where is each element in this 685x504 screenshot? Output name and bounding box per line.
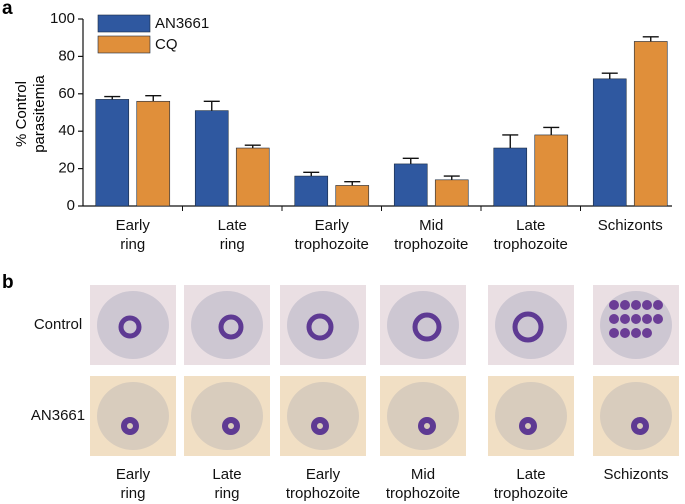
parasite [519, 417, 537, 435]
y-tick-label: 60 [58, 85, 75, 102]
error-bar [601, 72, 618, 79]
parasite [418, 417, 436, 435]
error-bar [203, 100, 220, 111]
error-bar [642, 36, 659, 42]
legend-swatch [97, 35, 151, 54]
bar [136, 100, 171, 207]
cell [97, 382, 169, 450]
cell [495, 291, 567, 359]
row-label: AN3661 [31, 407, 85, 424]
cell [387, 291, 459, 359]
legend-swatch [97, 14, 151, 33]
bar [235, 147, 270, 207]
column-label: Early trophozoite [285, 466, 361, 502]
bar [335, 185, 370, 207]
column-label: Schizonts [603, 466, 669, 483]
x-tick-label: Late trophozoite [493, 217, 568, 253]
cell [495, 382, 567, 450]
bar [294, 175, 329, 207]
y-tick-label: 100 [50, 10, 75, 27]
parasite [642, 300, 652, 310]
cell [97, 291, 169, 359]
y-tick-label: 0 [67, 197, 75, 214]
legend-label: AN3661 [155, 15, 209, 32]
x-tick-label: Mid trophozoite [394, 217, 469, 253]
cell [287, 291, 359, 359]
bar [434, 179, 469, 207]
parasite [306, 313, 334, 341]
cell [191, 291, 263, 359]
bar [592, 78, 627, 207]
panel-label: a [2, 0, 13, 19]
y-axis-label: % Control parasitemia [13, 75, 48, 153]
parasite [222, 417, 240, 435]
parasite [642, 314, 652, 324]
y-tick-label: 40 [58, 122, 75, 139]
y-tick-label: 80 [58, 47, 75, 64]
parasite [631, 300, 641, 310]
y-tick-label: 20 [58, 160, 75, 177]
cell [387, 382, 459, 450]
error-bar [344, 180, 361, 186]
x-tick-label: Schizonts [597, 217, 663, 234]
bar [194, 110, 229, 207]
parasite [609, 314, 619, 324]
column-label: Late trophozoite [493, 466, 569, 502]
x-tick-label: Late ring [217, 217, 247, 253]
cell [287, 382, 359, 450]
bar [534, 134, 569, 207]
parasite [653, 300, 663, 310]
bar [95, 99, 130, 207]
column-label: Mid trophozoite [385, 466, 461, 502]
parasite [118, 315, 142, 339]
parasite [609, 300, 619, 310]
error-bar [145, 94, 162, 102]
bar [633, 41, 668, 207]
error-bar [244, 144, 261, 149]
row-label: Control [34, 316, 82, 333]
parasite [218, 314, 244, 340]
error-bar [443, 175, 460, 180]
parasite [620, 300, 630, 310]
parasite [631, 417, 649, 435]
parasite [620, 328, 630, 338]
panel-label: b [2, 272, 14, 293]
column-label: Early ring [115, 466, 151, 502]
parasite [412, 312, 442, 342]
parasite [512, 311, 544, 343]
error-bar [104, 95, 121, 100]
bar [393, 163, 428, 207]
parasite [620, 314, 630, 324]
column-label: Late ring [212, 466, 242, 502]
error-bar [543, 126, 560, 135]
bar [493, 147, 528, 207]
x-tick-label: Early trophozoite [294, 217, 369, 253]
legend-label: CQ [155, 36, 178, 53]
parasite [642, 328, 652, 338]
parasite [631, 314, 641, 324]
parasite [653, 314, 663, 324]
cell [191, 382, 263, 450]
parasite [631, 328, 641, 338]
error-bar [303, 171, 320, 177]
x-tick-label: Early ring [115, 217, 150, 253]
error-bar [402, 157, 419, 164]
parasite [121, 417, 139, 435]
error-bar [502, 134, 519, 149]
cell [600, 382, 672, 450]
parasite [311, 417, 329, 435]
parasite [609, 328, 619, 338]
